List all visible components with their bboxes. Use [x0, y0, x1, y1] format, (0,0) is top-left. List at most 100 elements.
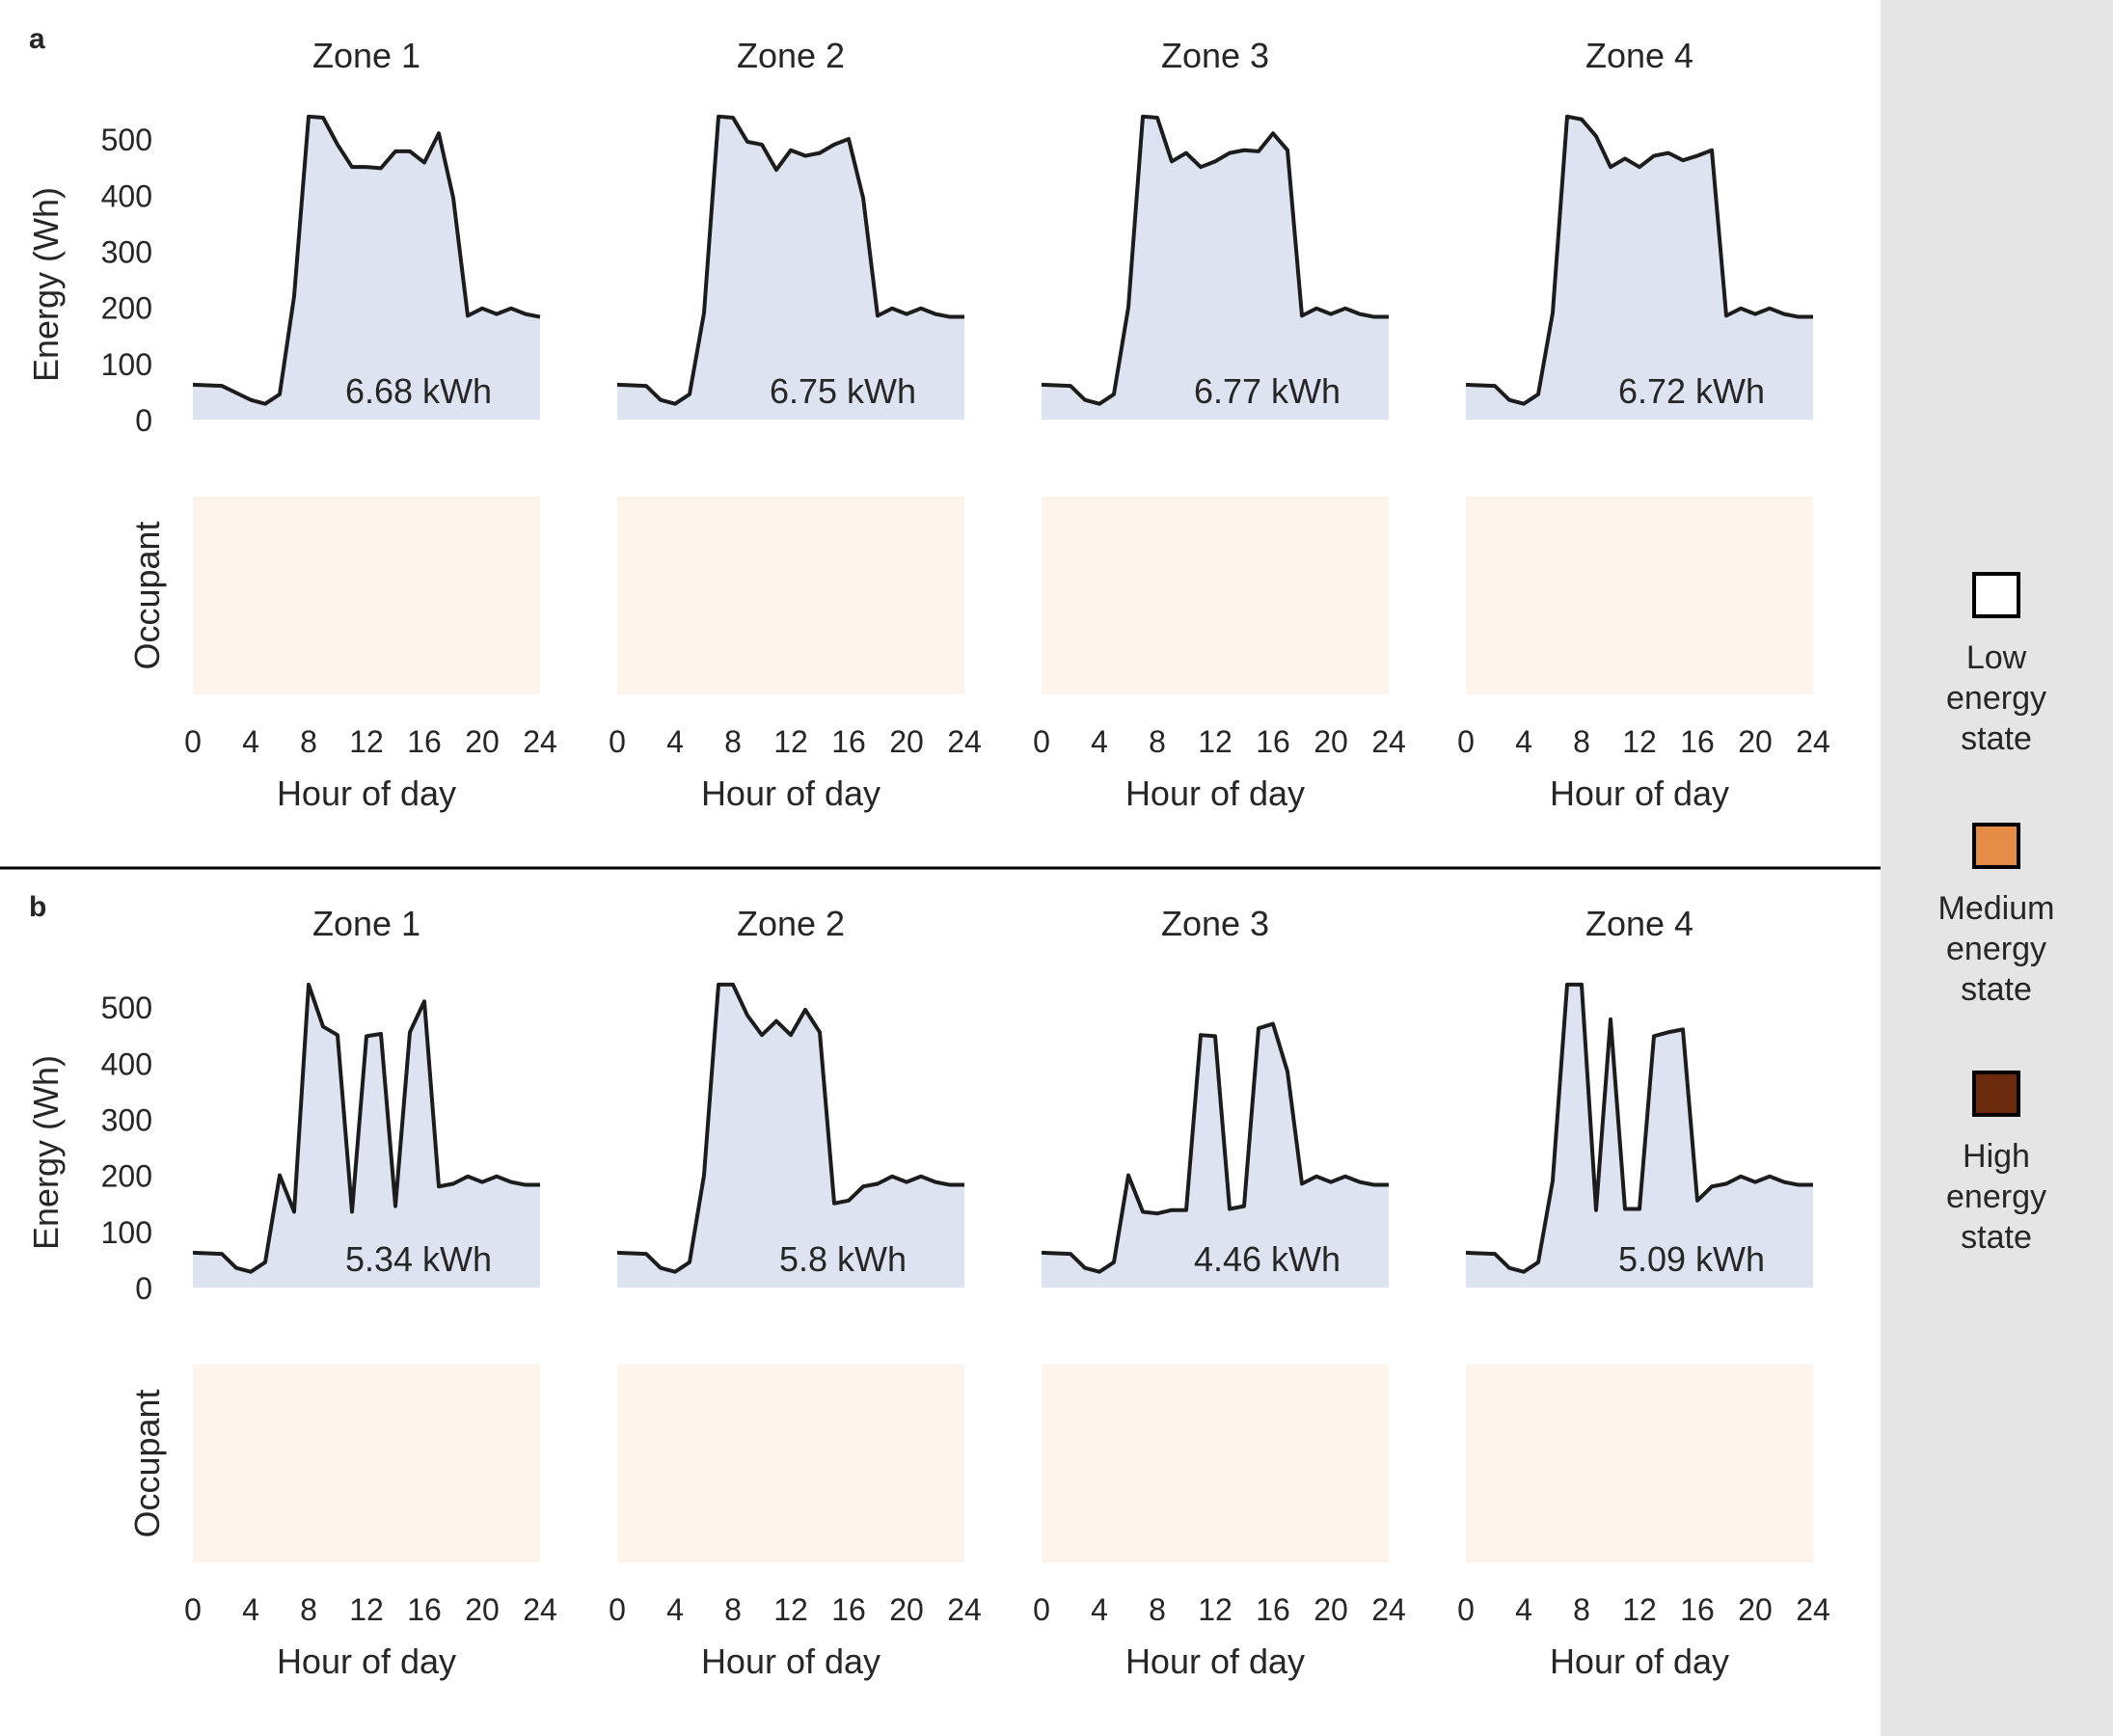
x-axis-label: Hour of day	[1125, 1641, 1305, 1681]
x-tick-label: 4	[242, 1592, 259, 1627]
x-tick-label: 24	[1371, 1592, 1406, 1627]
occupant-heatmap	[1042, 1365, 1389, 1562]
x-tick-label: 12	[349, 724, 384, 759]
occupant-heatmap	[1466, 497, 1813, 694]
energy-line	[1041, 114, 1389, 406]
energy-line	[1465, 982, 1813, 1274]
energy-axis-label: Energy (Wh)	[26, 1055, 66, 1250]
x-tick-label: 12	[1622, 724, 1657, 759]
legend: LowenergystateMediumenergystateHighenerg…	[1938, 572, 2054, 1256]
zone-title: Zone 4	[1585, 36, 1693, 75]
x-tick-label: 16	[831, 1592, 866, 1627]
energy-line	[192, 114, 541, 406]
x-tick-label: 0	[1033, 724, 1050, 759]
x-tick-label: 16	[831, 724, 866, 759]
x-tick-label: 8	[1149, 724, 1166, 759]
y-tick-label: 400	[101, 178, 152, 213]
occupant-axis-label: Occupant	[127, 521, 167, 669]
x-tick-label: 4	[1091, 1592, 1108, 1627]
x-axis-label: Hour of day	[1550, 1641, 1729, 1681]
heatmap-background	[617, 1365, 964, 1562]
energy-area	[193, 116, 540, 420]
y-tick-label: 0	[135, 1271, 152, 1306]
x-tick-label: 4	[666, 724, 684, 759]
x-tick-label: 20	[889, 724, 924, 759]
legend-label-medium: state	[1961, 971, 2032, 1008]
zone-4-chart: Zone 4 6.72 kWh 0 4 8 12 16 20 24 Hour of day	[1457, 36, 1830, 813]
x-tick-label: 8	[300, 1592, 317, 1627]
x-tick-label: 8	[724, 1592, 742, 1627]
x-tick-label: 20	[1738, 724, 1773, 759]
total-energy-label: 5.8 kWh	[779, 1239, 907, 1279]
energy-area	[617, 984, 964, 1288]
zone-2-chart: Zone 2 6.75 kWh 0 4 8 12 16 20 24 Hour of day	[609, 36, 982, 813]
x-tick-label: 24	[523, 724, 557, 759]
energy-area	[1042, 116, 1389, 420]
zone-title: Zone 2	[737, 904, 845, 943]
y-tick-label: 300	[101, 1102, 152, 1137]
zone-title: Zone 3	[1161, 36, 1269, 75]
legend-label-low: energy	[1946, 680, 2046, 717]
heatmap-background	[617, 497, 964, 694]
x-tick-label: 24	[1796, 1592, 1830, 1627]
zone-2-chart: Zone 2 5.8 kWh 0 4 8 12 16 20 24 Hour of day	[609, 904, 982, 1681]
x-tick-label: 24	[1371, 724, 1406, 759]
x-tick-label: 0	[184, 1592, 202, 1627]
occupant-heatmap	[1466, 1365, 1813, 1562]
legend-swatch-high	[1972, 1071, 2020, 1117]
occupant-heatmap	[617, 1365, 964, 1562]
x-tick-label: 4	[666, 1592, 684, 1627]
x-axis-label: Hour of day	[1550, 773, 1729, 813]
legend-label-low: state	[1961, 720, 2032, 757]
legend-swatch-low	[1972, 572, 2020, 618]
y-tick-label: 200	[101, 291, 152, 326]
y-tick-label: 100	[101, 1215, 152, 1250]
total-energy-label: 6.68 kWh	[345, 371, 492, 411]
x-tick-label: 0	[184, 724, 202, 759]
x-tick-label: 24	[1796, 724, 1830, 759]
energy-line	[616, 114, 964, 406]
x-tick-label: 4	[1515, 1592, 1532, 1627]
x-tick-label: 12	[1198, 1592, 1233, 1627]
total-energy-label: 6.77 kWh	[1194, 371, 1341, 411]
occupant-heatmap	[193, 497, 540, 694]
x-tick-label: 24	[947, 1592, 982, 1627]
total-energy-label: 6.75 kWh	[770, 371, 916, 411]
panel-label: a	[29, 23, 45, 55]
x-tick-label: 4	[1515, 724, 1532, 759]
heatmap-background	[1042, 497, 1389, 694]
legend-label-high: energy	[1946, 1179, 2046, 1215]
zone-title: Zone 1	[312, 904, 420, 943]
x-tick-label: 12	[773, 1592, 808, 1627]
energy-line	[1041, 1021, 1389, 1274]
x-tick-label: 8	[1573, 1592, 1590, 1627]
occupant-heatmap	[1042, 497, 1389, 694]
x-tick-label: 16	[1680, 724, 1715, 759]
total-energy-label: 5.09 kWh	[1618, 1239, 1765, 1279]
x-tick-label: 24	[947, 724, 982, 759]
total-energy-label: 6.72 kWh	[1618, 371, 1765, 411]
x-tick-label: 20	[1314, 724, 1348, 759]
x-tick-label: 20	[465, 724, 500, 759]
y-tick-label: 0	[135, 403, 152, 438]
zone-3-chart: Zone 3 6.77 kWh 0 4 8 12 16 20 24 Hour of day	[1033, 36, 1406, 813]
x-axis-label: Hour of day	[701, 1641, 880, 1681]
y-tick-label: 500	[101, 990, 152, 1025]
x-axis-label: Hour of day	[1125, 773, 1305, 813]
x-tick-label: 16	[1680, 1592, 1715, 1627]
x-axis-label: Hour of day	[277, 773, 456, 813]
energy-area	[1466, 984, 1813, 1288]
x-tick-label: 12	[773, 724, 808, 759]
zone-title: Zone 1	[312, 36, 420, 75]
x-tick-label: 8	[1573, 724, 1590, 759]
y-tick-label: 400	[101, 1046, 152, 1081]
x-tick-label: 0	[609, 724, 626, 759]
total-energy-label: 4.46 kWh	[1194, 1239, 1341, 1279]
heatmap-background	[193, 1365, 540, 1562]
y-tick-label: 200	[101, 1159, 152, 1194]
x-tick-label: 16	[407, 724, 442, 759]
legend-swatch-medium	[1972, 823, 2020, 869]
x-tick-label: 0	[1033, 1592, 1050, 1627]
